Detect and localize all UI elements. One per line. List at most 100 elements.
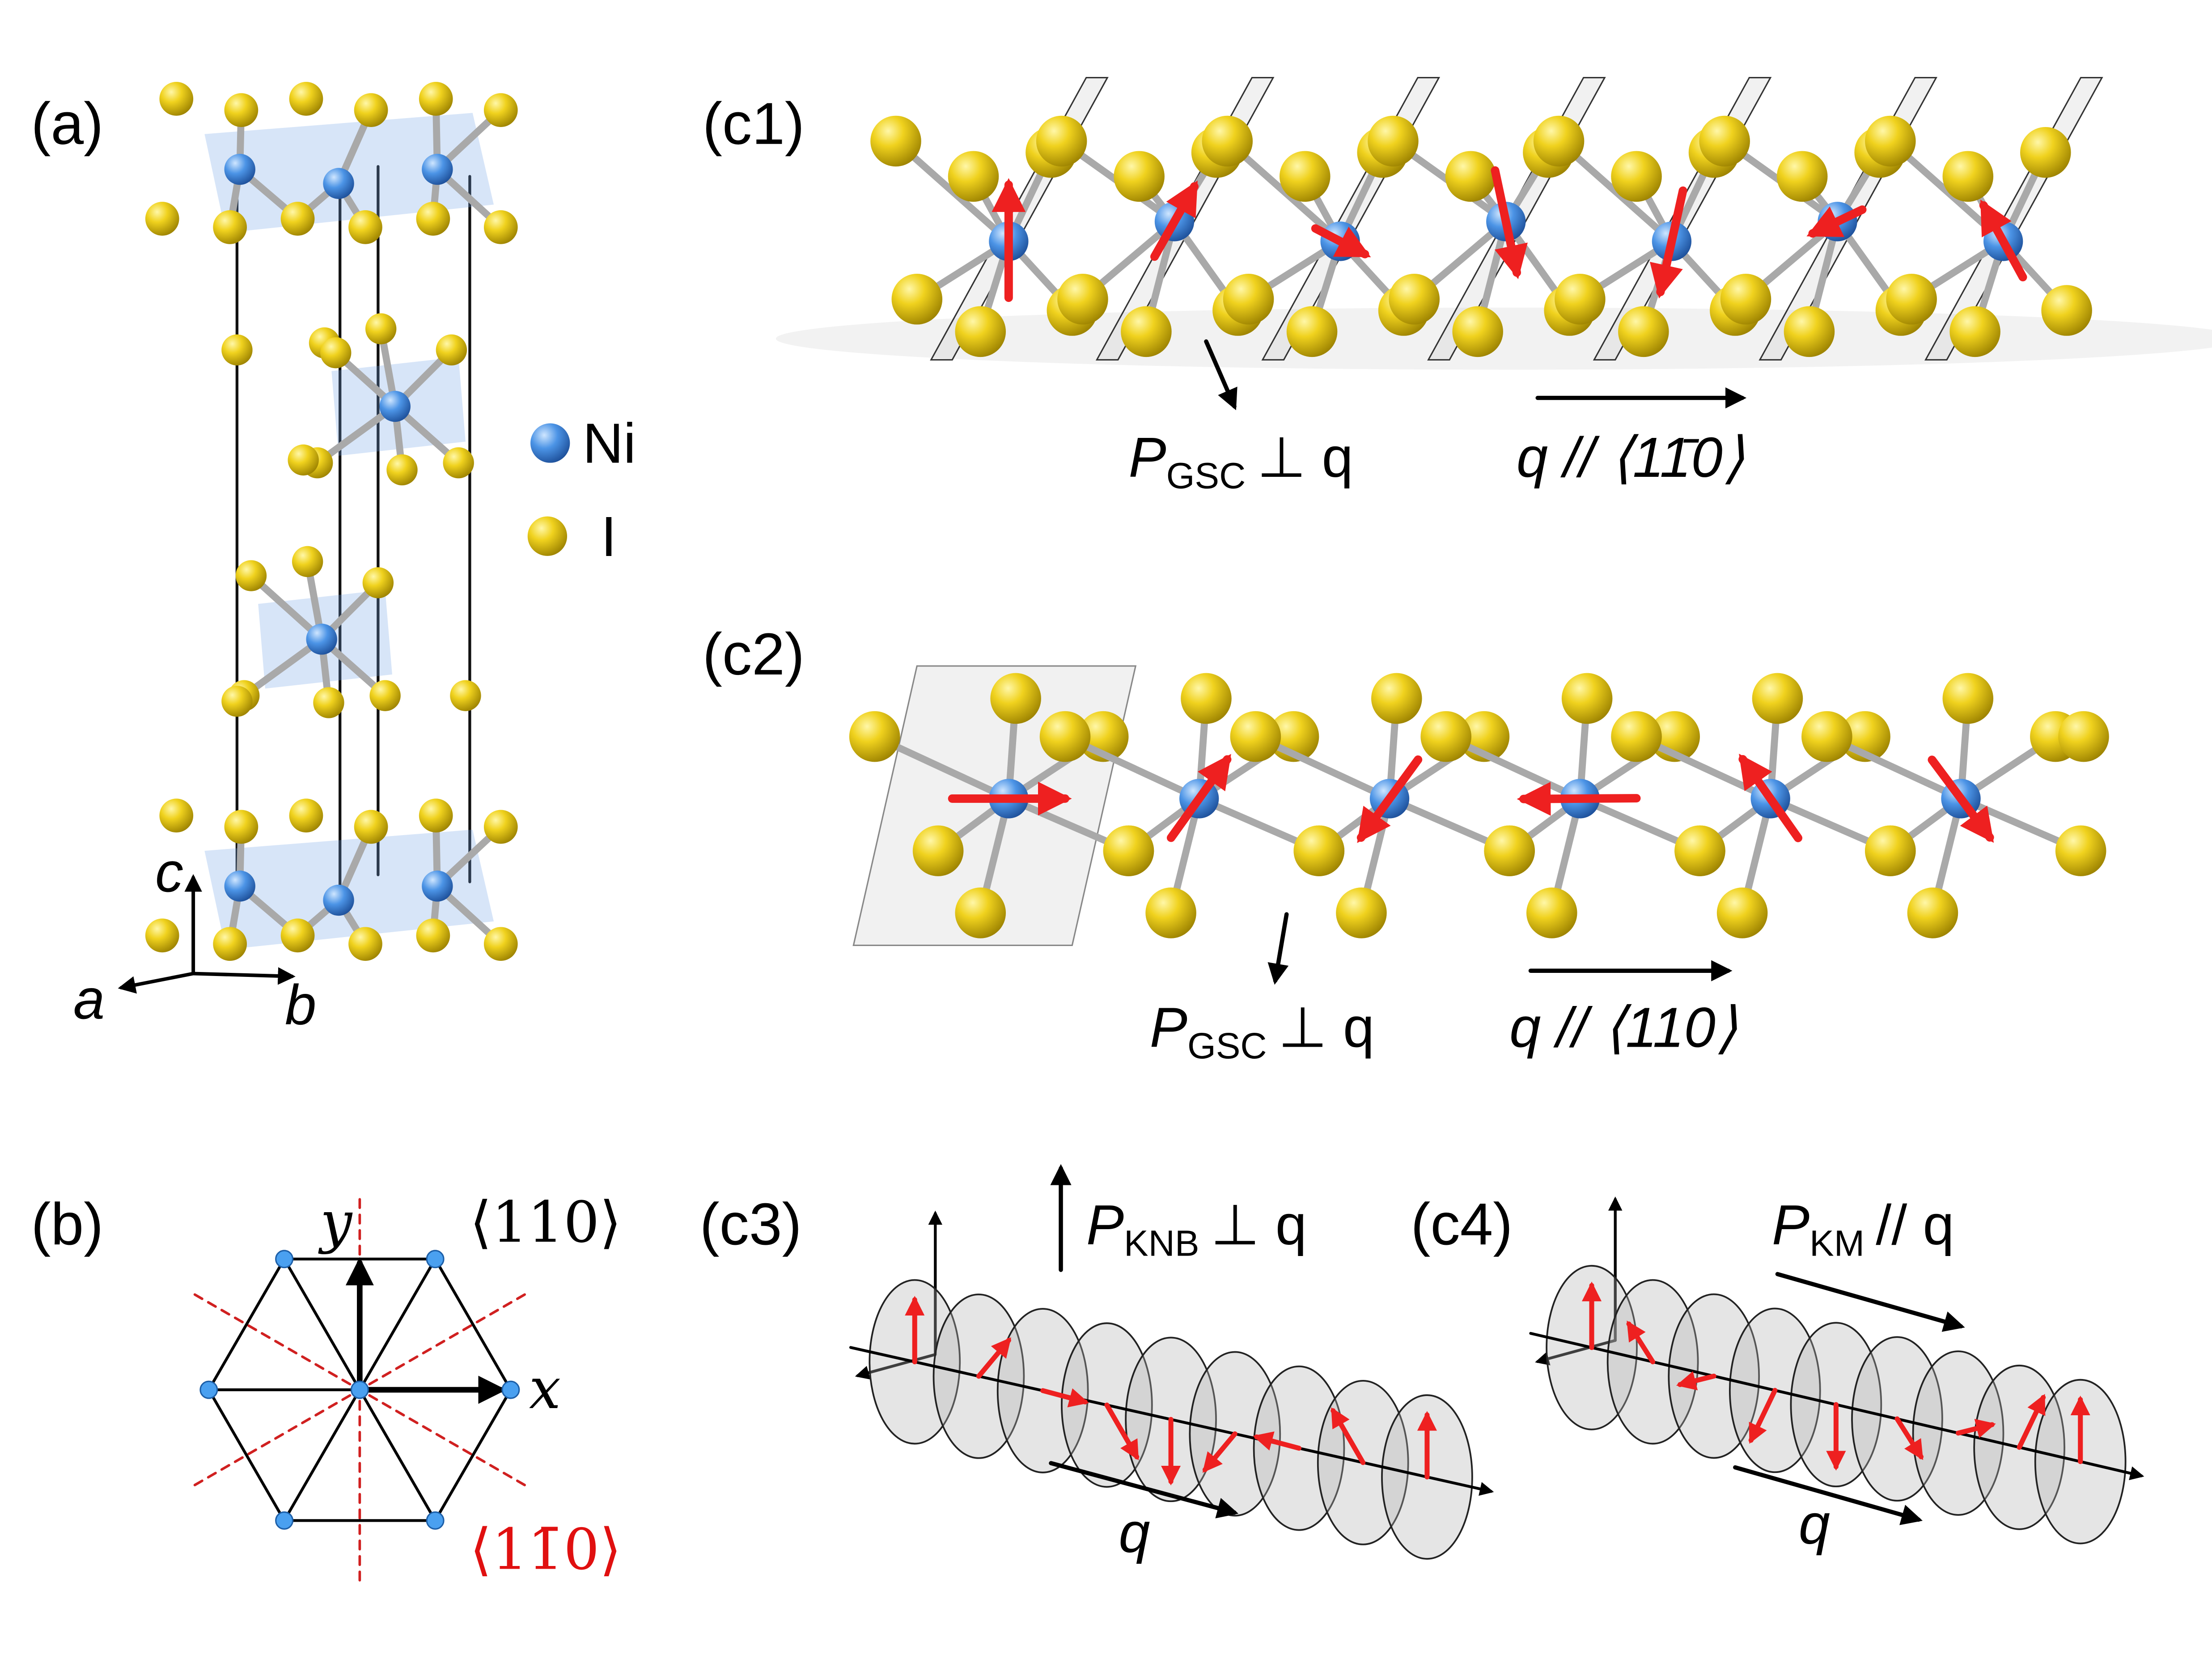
i-atom xyxy=(221,334,253,366)
hex-edge xyxy=(207,1257,286,1392)
panel-label: (c3) xyxy=(700,1191,802,1257)
axis-label: x xyxy=(529,1356,561,1422)
hex-edge xyxy=(433,1257,513,1392)
spin-arrow xyxy=(1040,1388,1089,1408)
i-atom xyxy=(235,560,267,591)
relation: // q xyxy=(1876,1193,1954,1256)
subscript: GSC xyxy=(1187,1026,1267,1066)
panel-label: (c1) xyxy=(703,91,805,157)
ni-atom xyxy=(306,624,337,655)
i-atom xyxy=(1389,273,1440,325)
ni-atom xyxy=(224,153,255,185)
polarization-label: PGSC ⊥ q xyxy=(1128,426,1353,496)
panel-label: (c4) xyxy=(1411,1191,1513,1257)
i-atom xyxy=(1561,673,1613,724)
axis-label: a xyxy=(73,968,105,1031)
i-atom xyxy=(1526,887,1577,938)
bond xyxy=(240,636,326,700)
hex-edge xyxy=(283,1388,361,1522)
i-atom xyxy=(1865,825,1916,876)
relation: ⊥ q xyxy=(1211,1193,1307,1256)
bond xyxy=(247,572,326,643)
i-atom xyxy=(1907,887,1958,938)
i-atom xyxy=(1036,115,1087,167)
i-atom xyxy=(292,546,323,577)
lattice-site xyxy=(275,1511,294,1530)
hex-edge xyxy=(207,1388,286,1522)
spin-arrow xyxy=(1894,1416,1924,1460)
spin-arrow xyxy=(1748,1388,1778,1444)
i-atom xyxy=(1420,711,1471,762)
arrow xyxy=(1775,1272,1965,1332)
i-atom xyxy=(419,82,453,116)
propagation-label: q xyxy=(1799,1493,1830,1556)
i-atom xyxy=(1801,711,1852,762)
i-atom xyxy=(145,202,179,236)
i-atom xyxy=(1336,887,1387,938)
i-atom xyxy=(990,673,1041,724)
i-atom xyxy=(1533,115,1585,167)
spin-arrow xyxy=(1491,166,1528,280)
arrow xyxy=(1733,1465,1923,1525)
polarization-label: PKNB ⊥ q xyxy=(1086,1193,1307,1264)
i-atom xyxy=(2020,127,2071,178)
ni-atom xyxy=(422,870,453,902)
i-atom xyxy=(369,680,401,711)
i-atom xyxy=(1784,306,1835,357)
legend-marker xyxy=(530,423,570,463)
i-atom xyxy=(2041,285,2092,336)
spin-arrow xyxy=(1331,1407,1366,1465)
arrow xyxy=(191,967,296,985)
relation: ⊥ q xyxy=(1278,996,1374,1059)
i-atom xyxy=(288,444,319,476)
propagation-label: q // ⟨11̄0⟩ xyxy=(1517,426,1745,489)
direction-label: ⟨110⟩ xyxy=(470,1189,621,1255)
i-atom xyxy=(1293,825,1345,876)
arrow xyxy=(1049,1461,1239,1519)
spin-arrow xyxy=(1150,180,1199,261)
i-atom xyxy=(365,313,397,344)
subscript: KM xyxy=(1809,1223,1865,1264)
panel-label: (a) xyxy=(31,91,103,157)
i-atom xyxy=(419,798,453,833)
i-atom xyxy=(354,93,388,127)
i-atom xyxy=(1181,673,1232,724)
spin-arrow xyxy=(1956,1419,1996,1438)
i-atom xyxy=(1776,151,1828,202)
i-atom xyxy=(1230,711,1281,762)
i-atom xyxy=(1942,151,1994,202)
i-atom xyxy=(1145,887,1196,938)
spin-arrow xyxy=(1928,755,1994,843)
i-atom xyxy=(436,334,467,366)
i-atom xyxy=(145,918,179,953)
i-atom xyxy=(1484,825,1535,876)
arrow xyxy=(1267,912,1289,985)
axis-label: b xyxy=(285,973,316,1036)
polarization-label: PGSC ⊥ q xyxy=(1150,996,1374,1066)
i-atom xyxy=(348,210,382,244)
spin-arrow xyxy=(1517,782,1641,816)
i-atom xyxy=(159,82,194,116)
i-atom xyxy=(1865,115,1916,167)
i-atom xyxy=(221,686,253,717)
i-atom xyxy=(1286,306,1338,357)
hex-edge xyxy=(358,1388,437,1522)
lattice-site xyxy=(199,1380,218,1399)
propagation-label: q // ⟨110⟩ xyxy=(1509,996,1737,1059)
i-atom xyxy=(1368,115,1419,167)
arrow xyxy=(1204,339,1237,411)
i-atom xyxy=(1699,115,1750,167)
i-atom xyxy=(289,82,323,116)
i-atom xyxy=(1223,273,1274,325)
i-atom xyxy=(483,210,518,244)
i-atom xyxy=(1279,151,1331,202)
i-atom xyxy=(1202,115,1253,167)
lattice-site xyxy=(275,1250,294,1269)
i-atom xyxy=(224,810,258,844)
i-atom xyxy=(1445,151,1496,202)
hex-edge xyxy=(433,1388,513,1522)
relation: ⊥ q xyxy=(1257,426,1353,489)
i-atom xyxy=(1121,306,1172,357)
symbol: P xyxy=(1128,426,1166,489)
i-atom xyxy=(1103,825,1154,876)
